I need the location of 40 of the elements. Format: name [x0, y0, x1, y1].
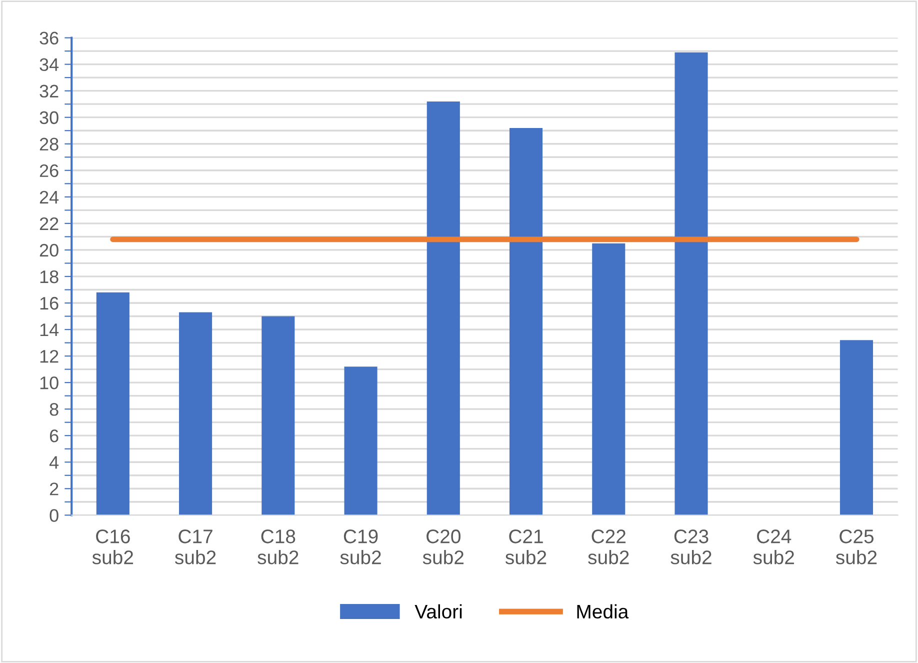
- x-tick-label: C21 sub2: [505, 530, 546, 564]
- y-tick-label: 24: [40, 190, 59, 204]
- x-tick-label: C23 sub2: [670, 530, 712, 564]
- y-tick-label: 26: [40, 164, 58, 178]
- bar: [179, 312, 212, 516]
- bar: [262, 316, 295, 516]
- x-tick-label: C17 sub2: [174, 530, 216, 564]
- y-tick-label: 6: [50, 430, 58, 442]
- legend-label: Valori: [414, 604, 462, 619]
- y-tick-label: 18: [40, 270, 58, 284]
- y-tick-label: 22: [40, 217, 58, 230]
- x-tick-label: C20 sub2: [422, 530, 464, 564]
- y-tick-label: 36: [40, 32, 58, 45]
- x-tick-label: C19 sub2: [340, 530, 381, 564]
- y-tick-label: 8: [50, 403, 58, 416]
- y-tick-label: 2: [50, 482, 58, 496]
- x-tick-label: C22 sub2: [588, 530, 629, 564]
- bar: [96, 292, 130, 516]
- x-tick-label: C18 sub2: [258, 530, 298, 564]
- y-tick-label: 12: [40, 350, 58, 363]
- bar: [509, 128, 543, 516]
- x-tick-label: C25 sub2: [836, 530, 877, 564]
- x-tick-label: C16 sub2: [92, 530, 134, 564]
- bar: [674, 52, 708, 516]
- y-tick-label: 20: [40, 244, 58, 257]
- y-tick-label: 32: [40, 84, 58, 98]
- y-tick-label: 34: [40, 58, 59, 72]
- bar: [344, 366, 378, 516]
- y-tick-label: 30: [40, 111, 58, 124]
- y-tick-label: 0: [50, 509, 58, 522]
- legend-label: Media: [577, 604, 629, 619]
- y-tick-label: 4: [49, 456, 59, 469]
- bar: [592, 243, 626, 516]
- y-tick-label: 14: [40, 324, 59, 336]
- bar: [426, 101, 460, 516]
- bar: [840, 340, 874, 516]
- y-tick-label: 10: [40, 376, 58, 390]
- x-tick-label: C24 sub2: [753, 530, 794, 564]
- y-tick-label: 16: [40, 296, 58, 310]
- y-tick-label: 28: [40, 138, 58, 151]
